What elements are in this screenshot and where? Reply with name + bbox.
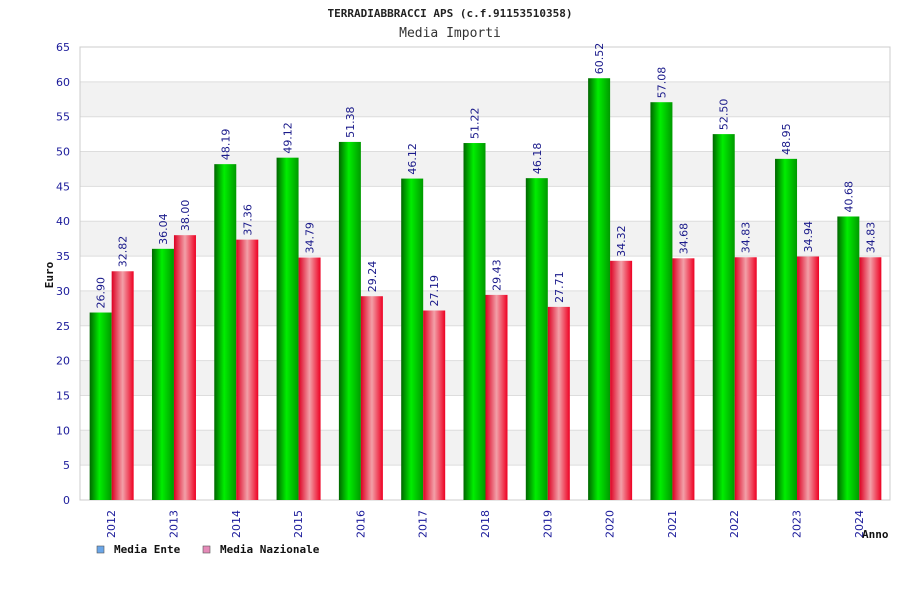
bar-media-nazionale — [547, 306, 570, 500]
y-tick-label: 15 — [56, 389, 70, 402]
bar-value-label: 34.83 — [864, 222, 877, 254]
legend-label-media-nazionale: Media Nazionale — [220, 543, 320, 556]
x-axis-label: Anno — [862, 528, 889, 541]
bar-media-nazionale — [797, 256, 820, 500]
y-tick-label: 50 — [56, 146, 70, 159]
bar-value-label: 60.52 — [593, 43, 606, 75]
y-tick-label: 60 — [56, 76, 70, 89]
bar-value-label: 37.36 — [241, 204, 254, 236]
bar-media-nazionale — [859, 257, 882, 500]
bar-media-ente — [338, 141, 361, 500]
bar-value-label: 32.82 — [117, 236, 130, 268]
y-axis-ticks: 0 5 10 15 20 25 30 35 40 45 50 55 60 65 — [56, 41, 70, 507]
bar-value-label: 29.43 — [491, 259, 504, 291]
bar-value-label: 40.68 — [842, 181, 855, 213]
bar-media-ente — [650, 102, 673, 501]
bar-media-nazionale — [111, 271, 134, 500]
bar-media-ente — [837, 216, 860, 500]
bar-value-label: 51.22 — [469, 108, 482, 140]
x-tick-label: 2021 — [666, 510, 679, 538]
bar-value-label: 27.19 — [428, 275, 441, 307]
y-tick-label: 20 — [56, 355, 70, 368]
x-tick-label: 2019 — [541, 510, 554, 538]
bar-media-ente — [276, 157, 299, 500]
y-tick-label: 30 — [56, 285, 70, 298]
x-tick-label: 2012 — [105, 510, 118, 538]
bar-media-nazionale — [734, 257, 757, 500]
bar-media-nazionale — [236, 239, 259, 501]
y-tick-label: 55 — [56, 111, 70, 124]
bars: 26.90 36.04 48.19 49.12 51.38 46.12 51.22 46.18… — [89, 43, 882, 501]
bar-value-label: 34.32 — [615, 225, 628, 257]
bar-value-label: 34.79 — [304, 222, 317, 254]
bar-media-ente — [89, 312, 112, 500]
bar-media-ente — [588, 78, 611, 500]
x-tick-label: 2014 — [230, 510, 243, 538]
bar-value-label: 26.90 — [95, 277, 108, 309]
x-tick-label: 2017 — [417, 510, 430, 538]
x-tick-label: 2024 — [853, 510, 866, 538]
bar-media-ente — [214, 164, 237, 500]
bar-media-nazionale — [298, 257, 321, 500]
y-tick-label: 0 — [63, 494, 70, 507]
bar-media-nazionale — [610, 260, 633, 500]
x-tick-label: 2013 — [167, 510, 180, 538]
bar-value-label: 29.24 — [366, 261, 379, 293]
x-axis-ticks: 2012 2013 2014 2015 2016 2017 2018 2019 2020 2021… — [105, 510, 866, 538]
bar-media-ente — [401, 178, 424, 500]
grid-band — [80, 47, 890, 82]
x-tick-label: 2020 — [604, 510, 617, 538]
legend-swatch-media-nazionale — [202, 545, 211, 554]
y-tick-label: 45 — [56, 180, 70, 193]
grid-band — [80, 81, 890, 117]
y-tick-label: 25 — [56, 320, 70, 333]
bar-media-nazionale — [485, 294, 508, 500]
y-axis-label: Euro — [43, 261, 56, 288]
bar-value-label: 34.68 — [677, 223, 690, 255]
bar-value-label: 38.00 — [179, 200, 192, 232]
bar-media-ente — [775, 158, 798, 501]
bar-media-ente — [463, 143, 486, 500]
x-tick-label: 2018 — [479, 510, 492, 538]
bar-value-label: 34.83 — [740, 222, 753, 254]
bar-media-ente — [151, 248, 174, 500]
bar-media-nazionale — [423, 310, 446, 500]
x-tick-label: 2016 — [354, 510, 367, 538]
bar-value-label: 57.08 — [655, 67, 668, 99]
y-tick-label: 35 — [56, 250, 70, 263]
bar-media-ente — [525, 178, 548, 500]
bar-media-nazionale — [672, 258, 695, 500]
y-tick-label: 40 — [56, 215, 70, 228]
bar-media-nazionale — [173, 235, 196, 500]
legend-label-media-ente: Media Ente — [114, 543, 181, 556]
y-tick-label: 65 — [56, 41, 70, 54]
x-tick-label: 2023 — [791, 510, 804, 538]
bar-value-label: 49.12 — [282, 122, 295, 154]
x-tick-label: 2015 — [292, 510, 305, 538]
y-tick-label: 5 — [63, 459, 70, 472]
bar-value-label: 27.71 — [553, 271, 566, 303]
y-tick-label: 10 — [56, 424, 70, 437]
bar-value-label: 52.50 — [718, 99, 731, 131]
bar-value-label: 51.38 — [344, 106, 357, 138]
x-tick-label: 2022 — [728, 510, 741, 538]
bar-value-label: 48.95 — [780, 123, 793, 155]
bar-value-label: 46.12 — [406, 143, 419, 175]
bar-value-label: 36.04 — [157, 213, 170, 245]
bar-media-ente — [712, 134, 735, 500]
bar-media-nazionale — [360, 296, 383, 500]
bar-value-label: 46.18 — [531, 143, 544, 175]
bar-value-label: 48.19 — [219, 129, 232, 161]
chart-title: TERRADIABBRACCI APS (c.f.91153510358) — [327, 7, 572, 20]
chart-subtitle: Media Importi — [399, 26, 501, 41]
legend-swatch-media-ente — [96, 545, 105, 554]
legend: Media Ente Media Nazionale — [96, 543, 320, 556]
bar-value-label: 34.94 — [802, 221, 815, 253]
